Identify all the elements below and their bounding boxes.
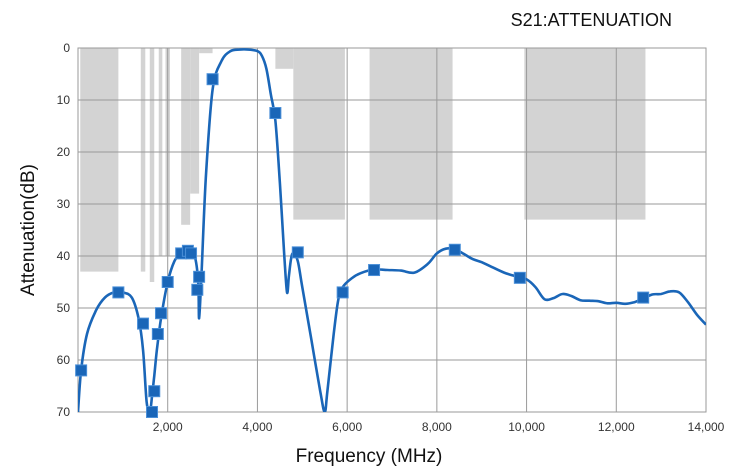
data-marker	[637, 291, 650, 304]
grid-layer	[77, 47, 707, 413]
spec-mask-layer	[80, 48, 646, 282]
spec-mask-region	[293, 48, 345, 220]
spec-mask-region	[199, 48, 213, 54]
data-marker	[448, 243, 461, 256]
x-tick-label: 10,000	[508, 420, 545, 434]
y-tick-label: 40	[57, 249, 71, 263]
data-marker	[206, 73, 219, 86]
data-marker	[137, 317, 150, 330]
x-tick-label: 14,000	[688, 420, 725, 434]
y-axis-title: Attenuation(dB)	[18, 164, 39, 296]
tick-label-layer: 2,000 4,000 6,000 8,000 10,000 12,000 14,000 0 1…	[57, 41, 725, 434]
data-marker	[368, 264, 381, 277]
chart-title: S21:ATTENUATION	[511, 10, 672, 30]
data-marker	[291, 246, 304, 259]
spec-mask-region	[524, 48, 646, 220]
y-tick-label: 30	[57, 197, 71, 211]
data-marker	[191, 283, 204, 296]
x-axis-title: Frequency (MHz)	[296, 446, 443, 467]
spec-mask-region	[369, 48, 453, 220]
data-marker	[336, 286, 349, 299]
y-tick-label: 70	[57, 405, 71, 419]
data-marker	[154, 307, 167, 320]
y-tick-label: 0	[63, 41, 70, 55]
y-tick-label: 20	[57, 145, 71, 159]
y-tick-label: 10	[57, 93, 71, 107]
x-tick-label: 4,000	[242, 420, 272, 434]
spec-mask-region	[181, 48, 191, 225]
data-marker	[148, 385, 161, 398]
spec-mask-region	[275, 48, 294, 69]
data-marker	[151, 328, 164, 340]
x-tick-label: 12,000	[598, 420, 635, 434]
y-tick-label: 50	[57, 301, 71, 315]
data-marker	[185, 247, 198, 260]
spec-mask-region	[140, 48, 146, 272]
data-marker	[75, 364, 88, 377]
y-tick-label: 60	[57, 353, 71, 367]
axis-layer: S21:ATTENUATION Frequency (MHz) Attenuat…	[18, 10, 672, 467]
x-tick-label: 6,000	[332, 420, 362, 434]
x-tick-label: 8,000	[422, 420, 452, 434]
spec-mask-region	[149, 48, 155, 282]
x-tick-label: 2,000	[153, 420, 183, 434]
data-marker	[161, 276, 174, 288]
data-marker	[112, 286, 125, 299]
data-marker	[513, 271, 526, 284]
marker-layer	[75, 73, 650, 418]
data-marker	[193, 270, 206, 283]
data-marker	[146, 406, 159, 418]
spec-mask-region	[80, 48, 119, 272]
data-marker	[269, 107, 282, 119]
spec-mask-region	[190, 48, 200, 194]
